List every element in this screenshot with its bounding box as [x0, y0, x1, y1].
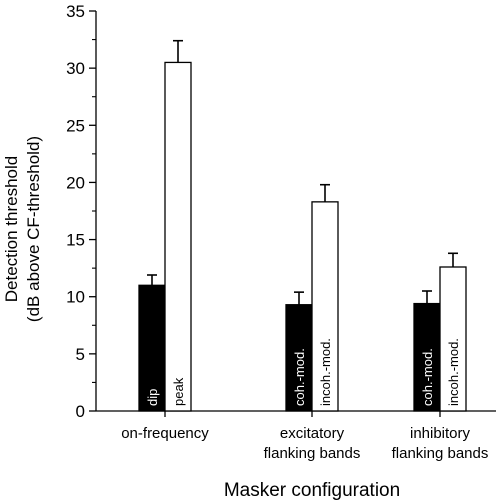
- y-tick-label: 35: [66, 2, 85, 21]
- bar-label: coh.-mod.: [292, 348, 307, 406]
- bar: [311, 201, 339, 412]
- category-label: inhibitory: [410, 425, 471, 442]
- bar-label: incoh.-mod.: [318, 338, 333, 406]
- labels-layer: 0 5 10 15 20 25 30 35 dip peak on-frequency coh.-mo…: [66, 2, 488, 462]
- bar: [439, 266, 467, 412]
- y-tick-label: 15: [66, 231, 85, 250]
- y-tick-label: 0: [76, 402, 85, 421]
- x-axis-label: Masker configuration: [224, 480, 400, 501]
- bar: [164, 61, 192, 412]
- y-axis-label-line1: Detection threshold: [2, 156, 21, 302]
- bar-label: dip: [145, 389, 160, 406]
- y-tick-label: 30: [66, 59, 85, 78]
- y-tick-label: 20: [66, 173, 85, 192]
- bar: [138, 284, 166, 412]
- y-tick-label: 25: [66, 116, 85, 135]
- bar-label: coh.-mod.: [420, 348, 435, 406]
- category-label: flanking bands: [264, 445, 361, 462]
- category-label: flanking bands: [392, 445, 489, 462]
- y-tick-label: 10: [66, 288, 85, 307]
- bar: [413, 302, 441, 412]
- y-axis-label-line2: (dB above CF-threshold): [24, 136, 43, 322]
- bar-label: incoh.-mod.: [446, 338, 461, 406]
- category-label: on-frequency: [121, 425, 209, 442]
- y-tick-label: 5: [76, 345, 85, 364]
- bars-layer: [138, 39, 467, 412]
- category-label: excitatory: [280, 425, 345, 442]
- bar-label: peak: [171, 377, 186, 406]
